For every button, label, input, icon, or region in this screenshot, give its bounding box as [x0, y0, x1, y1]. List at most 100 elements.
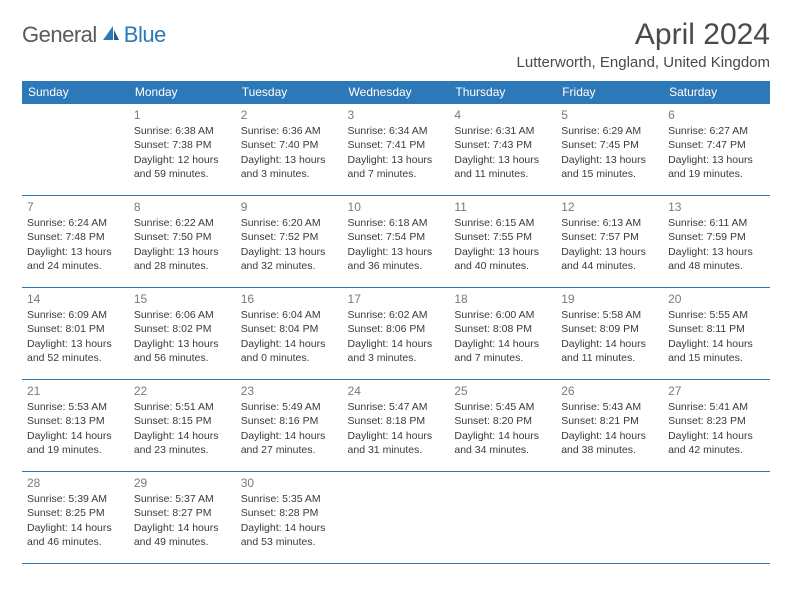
day-number: 19 [561, 291, 658, 307]
day-number: 24 [348, 383, 445, 399]
daylight-text: and 24 minutes. [27, 259, 124, 273]
daylight-text: and 15 minutes. [561, 167, 658, 181]
sunrise-text: Sunrise: 6:31 AM [454, 124, 551, 138]
calendar-empty-cell [22, 104, 129, 196]
calendar-day-cell: 28Sunrise: 5:39 AMSunset: 8:25 PMDayligh… [22, 472, 129, 564]
calendar-day-cell: 25Sunrise: 5:45 AMSunset: 8:20 PMDayligh… [449, 380, 556, 472]
day-number: 16 [241, 291, 338, 307]
sunrise-text: Sunrise: 6:13 AM [561, 216, 658, 230]
daylight-text: Daylight: 13 hours [561, 153, 658, 167]
sunrise-text: Sunrise: 6:34 AM [348, 124, 445, 138]
daylight-text: and 28 minutes. [134, 259, 231, 273]
sunset-text: Sunset: 7:52 PM [241, 230, 338, 244]
calendar-page: General Blue April 2024 Lutterworth, Eng… [0, 0, 792, 582]
title-block: April 2024 Lutterworth, England, United … [517, 18, 770, 71]
calendar-day-cell: 12Sunrise: 6:13 AMSunset: 7:57 PMDayligh… [556, 196, 663, 288]
sunrise-text: Sunrise: 6:29 AM [561, 124, 658, 138]
calendar-week-row: 7Sunrise: 6:24 AMSunset: 7:48 PMDaylight… [22, 196, 770, 288]
daylight-text: and 59 minutes. [134, 167, 231, 181]
daylight-text: Daylight: 13 hours [348, 245, 445, 259]
daylight-text: and 19 minutes. [668, 167, 765, 181]
daylight-text: Daylight: 14 hours [134, 429, 231, 443]
daylight-text: and 34 minutes. [454, 443, 551, 457]
daylight-text: Daylight: 13 hours [668, 245, 765, 259]
daylight-text: Daylight: 13 hours [561, 245, 658, 259]
sunrise-text: Sunrise: 5:45 AM [454, 400, 551, 414]
sunset-text: Sunset: 7:38 PM [134, 138, 231, 152]
sunrise-text: Sunrise: 5:49 AM [241, 400, 338, 414]
day-number: 30 [241, 475, 338, 491]
day-number: 7 [27, 199, 124, 215]
sunset-text: Sunset: 7:59 PM [668, 230, 765, 244]
day-number: 25 [454, 383, 551, 399]
sunrise-text: Sunrise: 5:53 AM [27, 400, 124, 414]
calendar-day-cell: 2Sunrise: 6:36 AMSunset: 7:40 PMDaylight… [236, 104, 343, 196]
daylight-text: and 56 minutes. [134, 351, 231, 365]
daylight-text: Daylight: 13 hours [454, 153, 551, 167]
day-number: 3 [348, 107, 445, 123]
sunrise-text: Sunrise: 5:58 AM [561, 308, 658, 322]
day-header: Monday [129, 81, 236, 104]
calendar-day-cell: 21Sunrise: 5:53 AMSunset: 8:13 PMDayligh… [22, 380, 129, 472]
calendar-empty-cell [663, 472, 770, 564]
daylight-text: Daylight: 14 hours [668, 429, 765, 443]
calendar-day-cell: 20Sunrise: 5:55 AMSunset: 8:11 PMDayligh… [663, 288, 770, 380]
daylight-text: Daylight: 14 hours [27, 429, 124, 443]
daylight-text: Daylight: 14 hours [348, 337, 445, 351]
day-number: 27 [668, 383, 765, 399]
day-number: 20 [668, 291, 765, 307]
sunrise-text: Sunrise: 5:41 AM [668, 400, 765, 414]
calendar-day-cell: 9Sunrise: 6:20 AMSunset: 7:52 PMDaylight… [236, 196, 343, 288]
sunrise-text: Sunrise: 6:20 AM [241, 216, 338, 230]
sunset-text: Sunset: 7:45 PM [561, 138, 658, 152]
calendar-day-cell: 24Sunrise: 5:47 AMSunset: 8:18 PMDayligh… [343, 380, 450, 472]
sunrise-text: Sunrise: 5:47 AM [348, 400, 445, 414]
sunset-text: Sunset: 7:57 PM [561, 230, 658, 244]
sunset-text: Sunset: 7:43 PM [454, 138, 551, 152]
calendar-day-cell: 4Sunrise: 6:31 AMSunset: 7:43 PMDaylight… [449, 104, 556, 196]
day-number: 15 [134, 291, 231, 307]
day-number: 13 [668, 199, 765, 215]
sunset-text: Sunset: 8:06 PM [348, 322, 445, 336]
sunset-text: Sunset: 8:20 PM [454, 414, 551, 428]
daylight-text: Daylight: 14 hours [241, 337, 338, 351]
day-number: 10 [348, 199, 445, 215]
daylight-text: Daylight: 13 hours [668, 153, 765, 167]
day-header: Saturday [663, 81, 770, 104]
sunset-text: Sunset: 7:40 PM [241, 138, 338, 152]
calendar-day-cell: 18Sunrise: 6:00 AMSunset: 8:08 PMDayligh… [449, 288, 556, 380]
calendar-day-cell: 10Sunrise: 6:18 AMSunset: 7:54 PMDayligh… [343, 196, 450, 288]
calendar-day-cell: 17Sunrise: 6:02 AMSunset: 8:06 PMDayligh… [343, 288, 450, 380]
sunset-text: Sunset: 8:23 PM [668, 414, 765, 428]
daylight-text: and 32 minutes. [241, 259, 338, 273]
calendar-day-cell: 3Sunrise: 6:34 AMSunset: 7:41 PMDaylight… [343, 104, 450, 196]
calendar-day-cell: 16Sunrise: 6:04 AMSunset: 8:04 PMDayligh… [236, 288, 343, 380]
calendar-empty-cell [449, 472, 556, 564]
sunrise-text: Sunrise: 5:35 AM [241, 492, 338, 506]
calendar-table: SundayMondayTuesdayWednesdayThursdayFrid… [22, 81, 770, 564]
logo: General Blue [22, 18, 166, 48]
sunset-text: Sunset: 8:01 PM [27, 322, 124, 336]
day-number: 22 [134, 383, 231, 399]
day-number: 21 [27, 383, 124, 399]
calendar-header-row: SundayMondayTuesdayWednesdayThursdayFrid… [22, 81, 770, 104]
calendar-day-cell: 14Sunrise: 6:09 AMSunset: 8:01 PMDayligh… [22, 288, 129, 380]
sunrise-text: Sunrise: 6:00 AM [454, 308, 551, 322]
sunrise-text: Sunrise: 6:24 AM [27, 216, 124, 230]
sunset-text: Sunset: 8:16 PM [241, 414, 338, 428]
calendar-week-row: 28Sunrise: 5:39 AMSunset: 8:25 PMDayligh… [22, 472, 770, 564]
daylight-text: Daylight: 13 hours [348, 153, 445, 167]
daylight-text: Daylight: 14 hours [561, 337, 658, 351]
sunrise-text: Sunrise: 6:38 AM [134, 124, 231, 138]
calendar-day-cell: 8Sunrise: 6:22 AMSunset: 7:50 PMDaylight… [129, 196, 236, 288]
logo-text-blue: Blue [124, 22, 166, 48]
day-number: 29 [134, 475, 231, 491]
day-header: Tuesday [236, 81, 343, 104]
daylight-text: Daylight: 14 hours [241, 521, 338, 535]
sunset-text: Sunset: 8:15 PM [134, 414, 231, 428]
calendar-day-cell: 19Sunrise: 5:58 AMSunset: 8:09 PMDayligh… [556, 288, 663, 380]
day-number: 26 [561, 383, 658, 399]
daylight-text: and 44 minutes. [561, 259, 658, 273]
daylight-text: and 19 minutes. [27, 443, 124, 457]
daylight-text: Daylight: 14 hours [561, 429, 658, 443]
